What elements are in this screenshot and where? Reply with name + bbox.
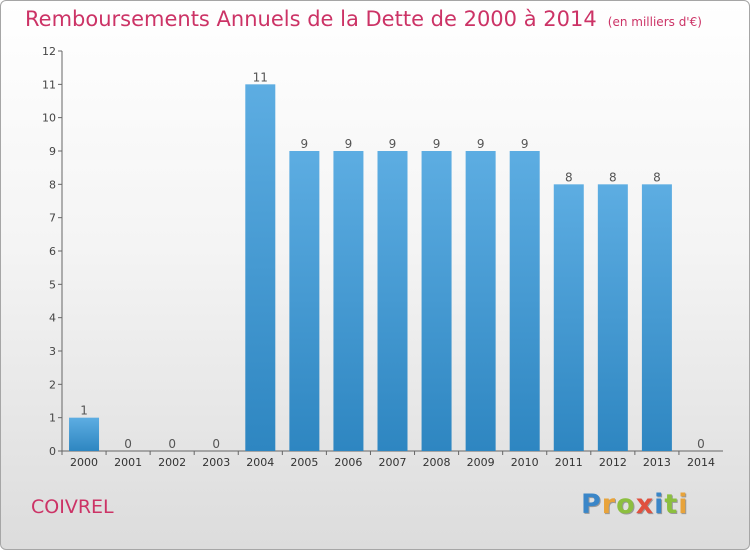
bars-group [69, 84, 672, 452]
y-tick-label: 2 [49, 378, 56, 391]
bar-value-label: 9 [389, 137, 397, 151]
y-tick-label: 5 [49, 278, 56, 291]
chart-unit: (en milliers d'€) [607, 15, 702, 29]
y-tick-label: 11 [42, 78, 56, 91]
x-tick-label: 2011 [555, 456, 583, 469]
brand-letter: t [664, 489, 679, 520]
x-tick-label: 2008 [423, 456, 451, 469]
y-tick-label: 8 [49, 178, 56, 191]
bar-value-label: 9 [433, 137, 441, 151]
x-tick-label: 2014 [687, 456, 715, 469]
brand-letter: P [581, 489, 602, 520]
brand-letter: i [678, 489, 689, 520]
bar [509, 151, 540, 451]
bar [465, 151, 496, 451]
x-tick-label: 2000 [70, 456, 98, 469]
x-tick-label: 2009 [467, 456, 495, 469]
y-tick-label: 10 [42, 112, 56, 125]
bar-value-label: 8 [609, 170, 617, 184]
bar-value-label: 8 [653, 170, 661, 184]
bar-value-label: 9 [345, 137, 353, 151]
y-tick-label: 1 [49, 412, 56, 425]
bar [597, 184, 628, 452]
bar-value-label: 1 [80, 404, 88, 418]
x-tick-label: 2004 [246, 456, 274, 469]
bar [333, 151, 364, 451]
x-tick-label: 2006 [334, 456, 362, 469]
bar-value-label: 0 [212, 437, 220, 451]
bar [641, 184, 672, 452]
bar-value-label: 8 [565, 170, 573, 184]
x-tick-label: 2013 [643, 456, 671, 469]
x-tick-label: 2012 [599, 456, 627, 469]
brand-letter: x [635, 489, 655, 520]
bar-value-label: 11 [253, 70, 268, 84]
x-tick-label: 2002 [158, 456, 186, 469]
bar-value-label: 9 [477, 137, 485, 151]
bar [289, 151, 320, 451]
x-tick-label: 2001 [114, 456, 142, 469]
x-tick-label: 2007 [379, 456, 407, 469]
brand-logo: Proxiti [581, 489, 689, 520]
data-labels-group: 1 0 0 0 11 9 9 9 9 9 9 8 8 8 0 [80, 70, 705, 451]
y-tick-label: 7 [49, 212, 56, 225]
bar [245, 84, 276, 451]
x-tick-label: 2005 [290, 456, 318, 469]
x-tick-label: 2003 [202, 456, 230, 469]
bar-value-label: 0 [124, 437, 132, 451]
bar-value-label: 0 [168, 437, 176, 451]
y-tick-label: 6 [49, 245, 56, 258]
bar [69, 417, 100, 451]
bar [553, 184, 584, 452]
bar [377, 151, 408, 451]
commune-name: COIVREL [31, 496, 114, 518]
x-tick-label: 2010 [511, 456, 539, 469]
title-row: Remboursements Annuels de la Dette de 20… [25, 7, 702, 31]
y-tick-label: 9 [49, 145, 56, 158]
y-tick-label: 0 [49, 445, 56, 458]
chart-title: Remboursements Annuels de la Dette de 20… [25, 7, 597, 31]
brand-letter: o [616, 489, 636, 520]
x-axis: 2000 2001 2002 2003 2004 2005 2006 2007 2008 2009… [61, 450, 723, 469]
y-tick-label: 12 [42, 45, 56, 58]
y-tick-label: 3 [49, 345, 56, 358]
bar-value-label: 9 [521, 137, 529, 151]
y-tick-label: 4 [49, 312, 56, 325]
bar-value-label: 9 [301, 137, 309, 151]
brand-letter: i [654, 489, 665, 520]
bar-value-label: 0 [697, 437, 705, 451]
bar [421, 151, 452, 451]
brand-letter: r [601, 489, 617, 520]
